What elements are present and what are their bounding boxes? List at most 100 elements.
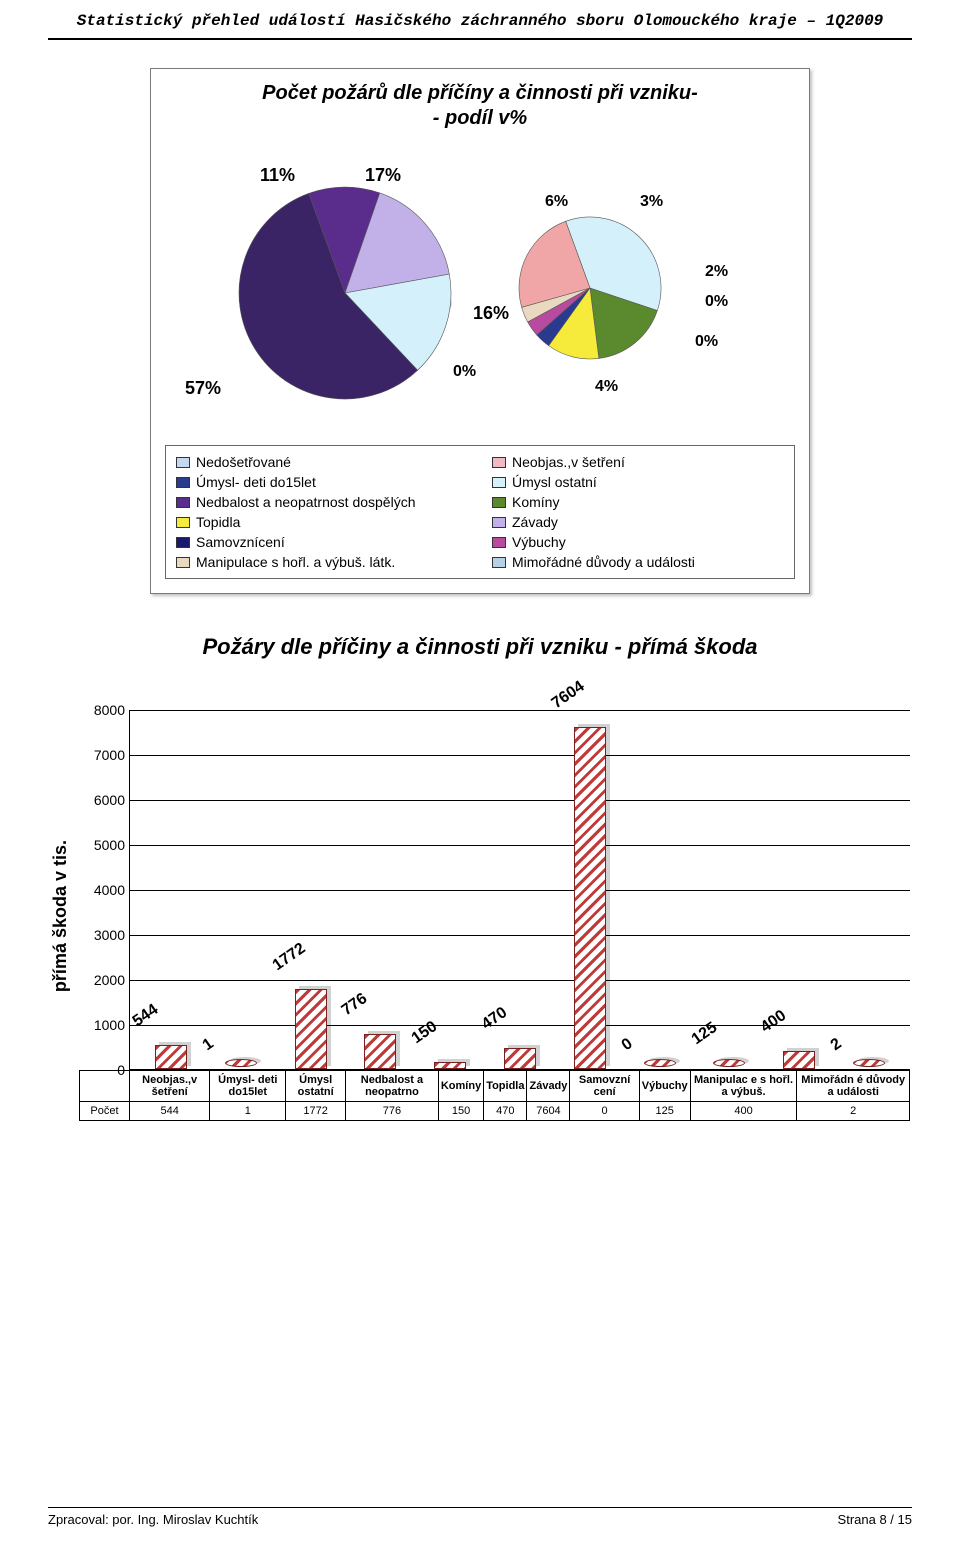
pie-title-line1: Počet požárů dle příčíny a činnosti při …	[262, 82, 698, 104]
table-col-header: Úmysl- deti do15let	[210, 1071, 286, 1102]
ytick-label: 2000	[80, 972, 125, 988]
bar-oval	[644, 1059, 676, 1067]
bar-col: 776	[345, 1034, 415, 1069]
table-col-header: Mimořádn é důvody a události	[797, 1071, 910, 1102]
ytick-label: 8000	[80, 702, 125, 718]
callout-0c: 0%	[695, 333, 718, 351]
main-pie	[235, 183, 455, 403]
legend-item: Mimořádné důvody a události	[492, 554, 784, 570]
bar-chart-section: Požáry dle příčiny a činnosti při vzniku…	[50, 634, 910, 1121]
legend-swatch	[492, 537, 506, 548]
legend-label: Výbuchy	[512, 534, 566, 550]
legend-item: Nedošetřované	[176, 454, 468, 470]
callout-0b: 0%	[705, 293, 728, 311]
table-cell: 1	[210, 1102, 286, 1121]
legend-item: Závady	[492, 514, 784, 530]
bar-chart-data-table: Neobjas.,v šetřeníÚmysl- deti do15letÚmy…	[79, 1070, 910, 1121]
table-cell: 2	[797, 1102, 910, 1121]
bar-col: 1772	[276, 989, 346, 1069]
pie-legend-grid: Nedošetřované Neobjas.,v šetření Úmysl- …	[176, 454, 784, 570]
legend-label: Úmysl- deti do15let	[196, 474, 316, 490]
doc-title: Statistický přehled událostí Hasičského …	[48, 12, 912, 30]
legend-label: Závady	[512, 514, 558, 530]
pie-chart-card: Počet požárů dle příčíny a činnosti při …	[150, 68, 810, 594]
table-cell: 776	[346, 1102, 439, 1121]
bar-col: 7604	[555, 727, 625, 1069]
legend-swatch	[176, 477, 190, 488]
legend-swatch	[492, 477, 506, 488]
footer-author: Zpracoval: por. Ing. Miroslav Kuchtík	[48, 1512, 258, 1527]
pie-chart-area: 11% 17% 57% 16% 0% 6% 3% 2% 0% 0% 4%	[165, 153, 795, 433]
ytick-label: 6000	[80, 792, 125, 808]
ytick-label: 7000	[80, 747, 125, 763]
footer-page: Strana 8 / 15	[838, 1512, 912, 1527]
callout-4: 4%	[595, 378, 618, 396]
callout-0a: 0%	[453, 363, 476, 381]
bar-chart-ylabel: přímá škoda v tis.	[50, 840, 71, 992]
bar-col: 125	[695, 1059, 765, 1069]
bar	[783, 1051, 815, 1069]
legend-label: Komíny	[512, 494, 559, 510]
table-cell: 0	[570, 1102, 639, 1121]
legend-label: Manipulace s hořl. a výbuš. látk.	[196, 554, 395, 570]
bar	[155, 1045, 187, 1069]
bar-oval	[225, 1059, 257, 1067]
table-col-header: Komíny	[438, 1071, 483, 1102]
legend-item: Komíny	[492, 494, 784, 510]
bar-value-label: 7604	[549, 678, 588, 713]
table-cell: 400	[690, 1102, 797, 1121]
bar-value-label: 470	[479, 1004, 511, 1034]
legend-swatch	[176, 557, 190, 568]
ytick-label: 0	[80, 1062, 125, 1078]
pie-legend-box: Nedošetřované Neobjas.,v šetření Úmysl- …	[165, 445, 795, 579]
title-rule	[48, 38, 912, 40]
table-col-header: Závady	[527, 1071, 570, 1102]
table-cell: 150	[438, 1102, 483, 1121]
bar	[434, 1062, 466, 1069]
callout-57: 57%	[185, 378, 221, 399]
bar-value-label: 125	[688, 1019, 720, 1049]
bar-col: 400	[764, 1051, 834, 1069]
table-col-header: Nedbalost a neopatrno	[346, 1071, 439, 1102]
legend-item: Úmysl ostatní	[492, 474, 784, 490]
legend-label: Samovznícení	[196, 534, 285, 550]
bar-col: 0	[625, 1059, 695, 1069]
bars-row: 544 1 1772 776 150 470 7604 0 125 400 2	[130, 710, 910, 1069]
legend-item: Nedbalost a neopatrnost dospělých	[176, 494, 468, 510]
bar-col: 150	[415, 1062, 485, 1069]
callout-11: 11%	[260, 165, 295, 186]
bar-col: 470	[485, 1048, 555, 1069]
legend-swatch	[492, 557, 506, 568]
bar	[504, 1048, 536, 1069]
table-col-header: Výbuchy	[639, 1071, 690, 1102]
table-cell: 1772	[286, 1102, 346, 1121]
page-footer: Zpracoval: por. Ing. Miroslav Kuchtík St…	[48, 1507, 912, 1527]
callout-3: 3%	[640, 193, 663, 211]
legend-item: Neobjas.,v šetření	[492, 454, 784, 470]
legend-label: Úmysl ostatní	[512, 474, 597, 490]
table-col-header: Samovzní cení	[570, 1071, 639, 1102]
detail-pie	[515, 213, 665, 363]
legend-swatch	[176, 517, 190, 528]
legend-swatch	[176, 457, 190, 468]
pie-title-line2: - podíl v%	[433, 107, 527, 129]
legend-swatch	[176, 497, 190, 508]
bar-oval	[713, 1059, 745, 1067]
table-col-header: Neobjas.,v šetření	[130, 1071, 210, 1102]
callout-6: 6%	[545, 193, 568, 211]
bar-oval	[853, 1059, 885, 1067]
bar-value-label: 1772	[269, 940, 308, 975]
table-col-header: Úmysl ostatní	[286, 1071, 346, 1102]
bar-chart-title: Požáry dle příčiny a činnosti při vzniku…	[50, 634, 910, 660]
bar-value-label: 544	[130, 1000, 162, 1030]
bar-col: 1	[206, 1059, 276, 1069]
legend-label: Nedbalost a neopatrnost dospělých	[196, 494, 415, 510]
table-col-header: Topidla	[484, 1071, 527, 1102]
callout-2: 2%	[705, 263, 728, 281]
ytick-label: 1000	[80, 1017, 125, 1033]
legend-swatch	[492, 457, 506, 468]
bar	[295, 989, 327, 1069]
legend-item: Manipulace s hořl. a výbuš. látk.	[176, 554, 468, 570]
legend-item: Samovznícení	[176, 534, 468, 550]
table-cell: 125	[639, 1102, 690, 1121]
